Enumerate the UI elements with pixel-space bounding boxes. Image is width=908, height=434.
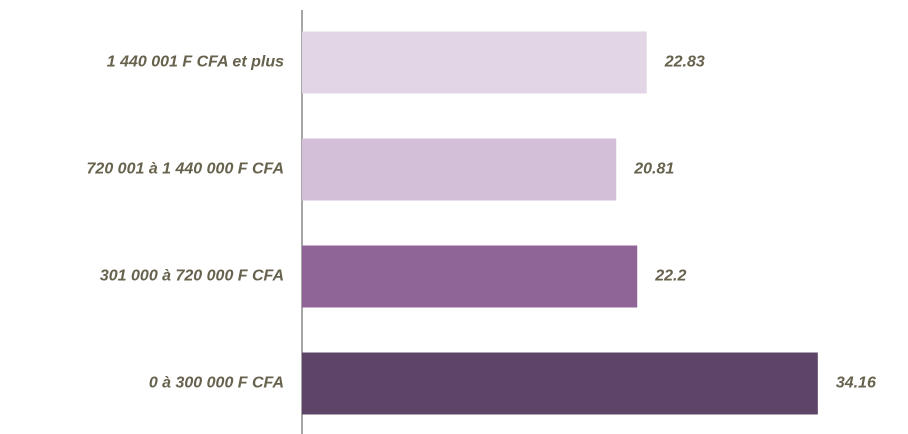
bar [302,245,638,308]
bar [302,138,617,201]
bar [302,352,818,415]
value-label: 22.2 [654,268,686,285]
y-tick-label: 720 001 à 1 440 000 F CFA [87,161,284,178]
bar [302,31,647,94]
value-label: 34.16 [836,375,876,392]
y-tick-label: 0 à 300 000 F CFA [149,375,284,392]
value-label: 20.81 [633,161,674,178]
y-tick-label: 301 000 à 720 000 F CFA [100,268,284,285]
value-label: 22.83 [664,54,705,71]
y-tick-label: 1 440 001 F CFA et plus [107,54,284,71]
